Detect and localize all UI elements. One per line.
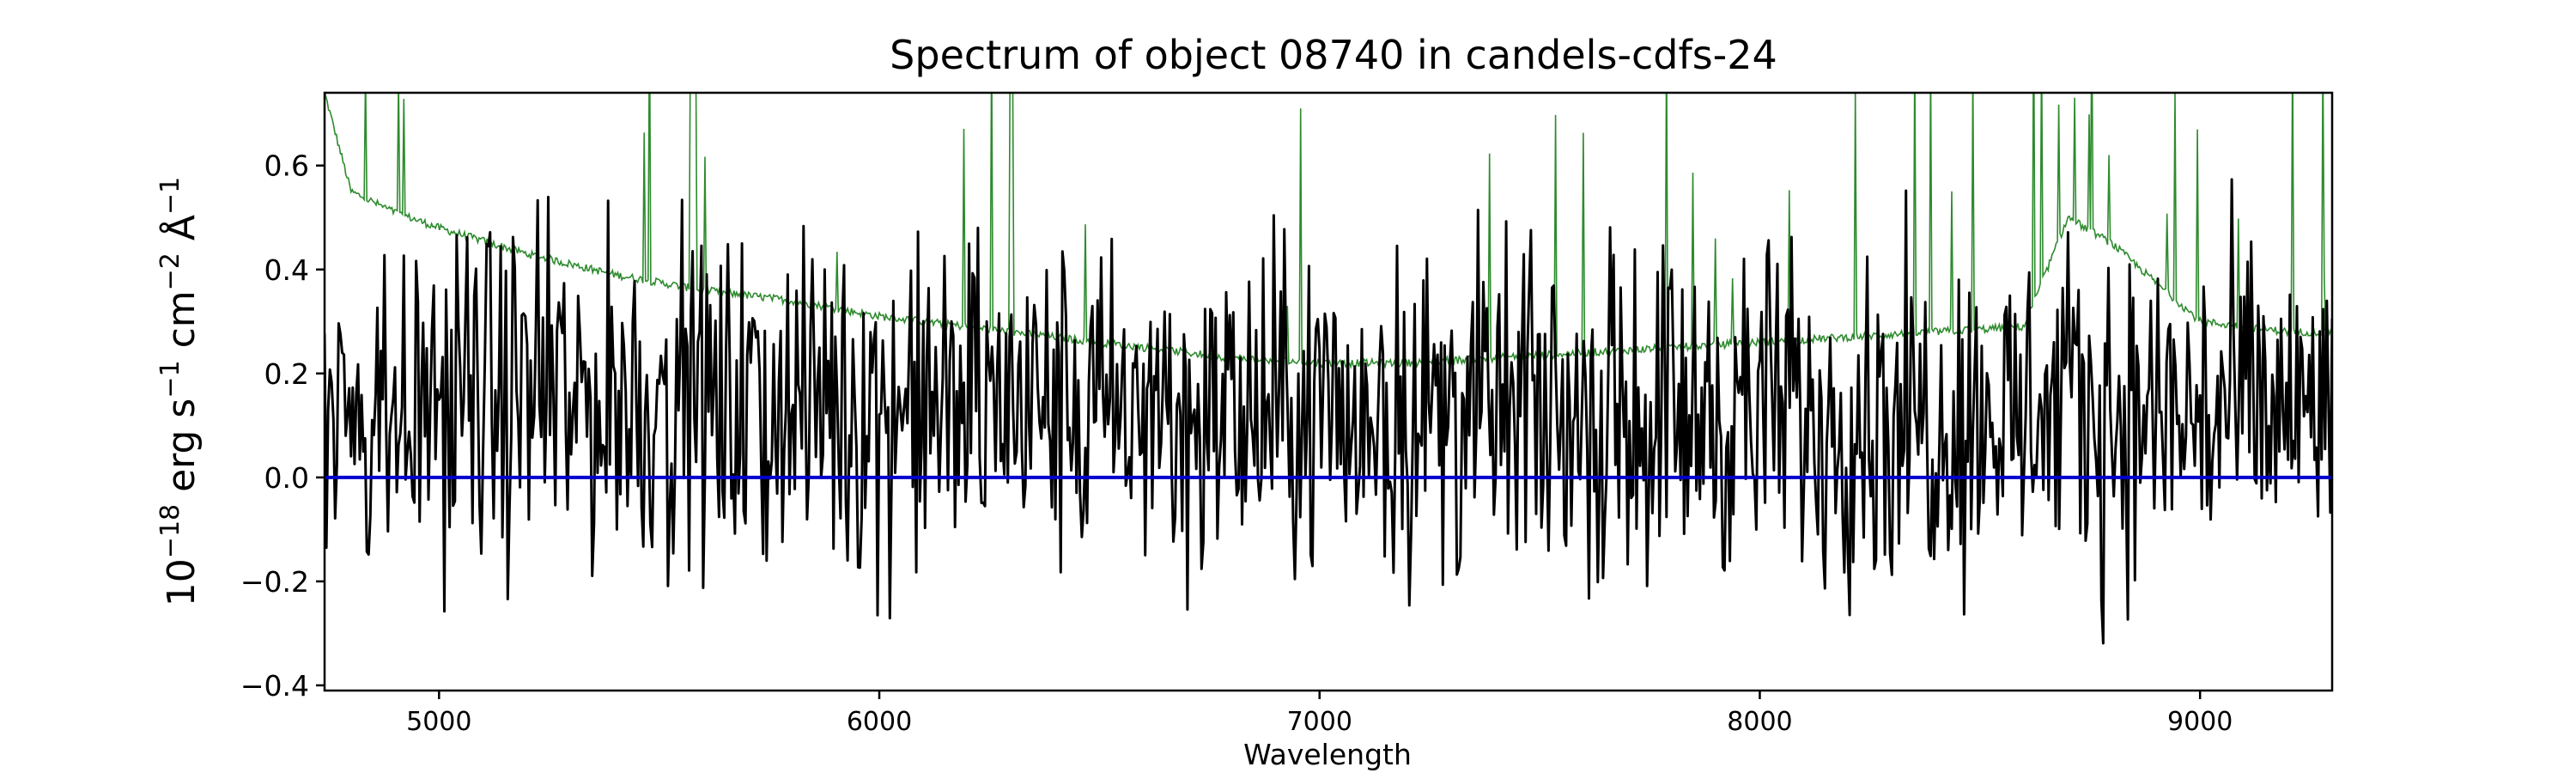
y-axis: −0.4 −0.2 0.0 0.2 0.4 0.6 — [240, 149, 325, 703]
plot-frame — [323, 91, 2334, 692]
x-axis: 5000 6000 7000 8000 9000 — [406, 691, 2233, 737]
x-tick-label: 7000 — [1287, 707, 1352, 737]
x-tick-label: 5000 — [406, 707, 471, 737]
y-tick-label: −0.4 — [240, 669, 309, 703]
plot-lines — [325, 93, 2332, 645]
x-tick-label: 9000 — [2167, 707, 2233, 737]
y-tick-label: −0.2 — [240, 565, 309, 599]
y-tick-label: 0.6 — [264, 149, 309, 183]
flux-spectrum-line — [325, 178, 2332, 645]
y-tick-label: 0.0 — [264, 461, 309, 495]
y-tick-label: 0.4 — [264, 253, 309, 287]
chart-title: Spectrum of object 08740 in candels-cdfs… — [890, 32, 1777, 78]
y-axis-label: 10−18 erg s−1 cm−2 Å−1 — [155, 177, 204, 606]
x-tick-label: 8000 — [1727, 707, 1792, 737]
y-tick-label: 0.2 — [264, 357, 309, 391]
x-axis-label: Wavelength — [1243, 738, 1412, 771]
x-tick-label: 6000 — [847, 707, 912, 737]
